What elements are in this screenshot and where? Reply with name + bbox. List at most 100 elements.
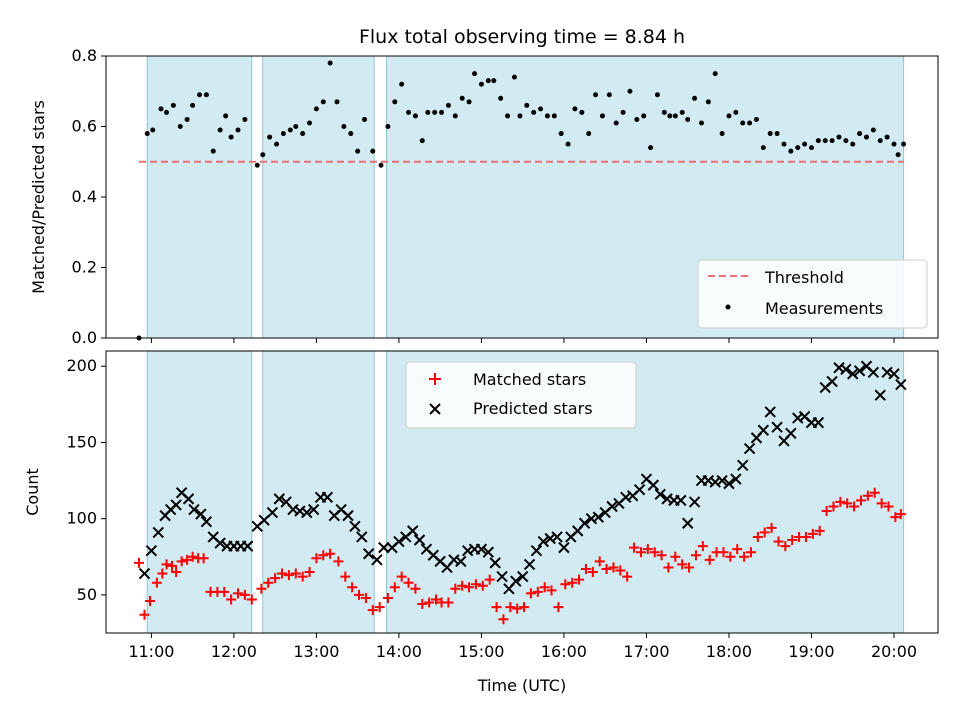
matched-point-110 [869,487,880,498]
predicted-point-110 [888,368,900,380]
predicted-point-87 [730,473,742,485]
matched-point-105 [835,496,846,507]
predicted-point-9 [188,503,200,516]
matched-point-28 [304,567,315,578]
measurement-point-76 [648,145,654,151]
matched-point-25 [283,570,294,581]
predicted-point-36 [378,541,390,554]
predicted-point-69 [606,500,618,513]
matched-legend-swatch [429,373,441,385]
matched-point-23 [270,573,281,584]
predicted-point-91 [757,424,770,436]
matched-point-48 [443,597,454,608]
top-legend: Threshold Measurements [697,259,928,329]
predicted-point-8 [182,493,195,505]
matched-point-60 [525,588,536,599]
y-tick-label-2: 100 [66,509,97,528]
matched-point-98 [787,535,798,546]
matched-point-30 [318,550,329,561]
measurement-point-66 [579,109,585,115]
measurement-point-98 [795,145,801,151]
matched-point-90 [732,544,743,555]
matched-point-83 [684,562,695,573]
measurement-point-101 [815,138,821,144]
matched-point-9 [176,556,187,567]
measurement-point-44 [432,109,438,115]
matched-point-66 [567,577,578,588]
matched-point-65 [560,579,571,590]
matched-point-19 [239,589,250,600]
y-tick-label-3: 0.4 [72,187,97,206]
predicted-point-55 [510,575,522,587]
matched-point-7 [167,560,178,571]
measurement-point-19 [260,152,266,158]
measurement-point-77 [654,92,660,98]
matched-point-5 [157,568,168,579]
matched-point-55 [491,602,502,613]
predicted-point-20 [266,506,279,519]
matched-point-26 [290,568,301,579]
measurement-point-31 [341,124,347,129]
measurement-point-49 [466,99,472,105]
measurement-point-87 [719,131,725,137]
x-tick-label-9: 19:00 [788,642,834,661]
predicted-point-93 [771,421,783,433]
measurement-point-50 [472,71,478,77]
measurement-point-75 [641,113,647,119]
matched-point-74 [622,571,633,582]
predicted-point-11 [200,516,213,528]
matched-point-39 [382,592,393,603]
measurement-point-111 [884,134,890,140]
predicted-point-13 [214,537,226,549]
shaded-interval-1 [146,350,253,634]
matched-point-21 [256,583,267,594]
measurement-point-12 [210,148,216,154]
matched-point-94 [759,527,770,538]
measurement-point-2 [144,131,150,137]
predicted-point-85 [716,474,728,487]
threshold-legend-label: Threshold [764,268,844,287]
measurement-point-23 [287,127,293,133]
measurement-point-90 [740,120,746,126]
matched-point-75 [629,542,640,553]
measurement-point-25 [300,131,306,137]
predicted-point-52 [489,557,501,569]
matched-point-113 [890,512,901,523]
measurement-point-13 [217,127,223,133]
matched-point-78 [649,547,660,558]
x-axis-label: Time (UTC) [477,676,566,695]
matched-point-1 [134,557,145,568]
matched-point-46 [431,594,442,605]
measurement-point-95 [774,131,780,137]
matched-point-44 [417,599,428,610]
measurement-point-64 [565,141,571,147]
measurement-point-56 [511,74,517,80]
matched-point-64 [553,602,564,613]
measurement-point-112 [891,141,897,147]
predicted-point-38 [393,535,405,548]
predicted-point-40 [406,525,419,537]
matched-point-42 [403,577,414,588]
top-legend-box [697,259,928,329]
matched-point-32 [333,556,344,567]
measurement-point-42 [419,138,425,144]
x-tick-label-5: 15:00 [458,642,504,661]
measurement-point-5 [164,109,170,115]
measurement-point-78 [661,109,667,115]
top-axis-ticks: 0.0 0.2 0.4 0.6 0.8 [72,46,895,347]
predicted-point-88 [737,459,749,472]
matched-point-36 [360,592,371,603]
measurement-point-62 [551,113,557,119]
measurement-point-48 [459,95,465,101]
matched-point-93 [752,531,763,542]
measurement-point-11 [203,92,209,98]
shaded-interval-2 [262,55,375,339]
matched-point-107 [849,501,860,512]
matched-point-114 [895,509,906,520]
predicted-point-50 [475,543,488,555]
top-panel: 0.00.20.40.60.8 Matched/Predicted stars … [29,46,939,347]
measurement-point-6 [170,102,176,108]
measurement-point-59 [531,109,537,115]
matched-point-71 [601,563,612,574]
